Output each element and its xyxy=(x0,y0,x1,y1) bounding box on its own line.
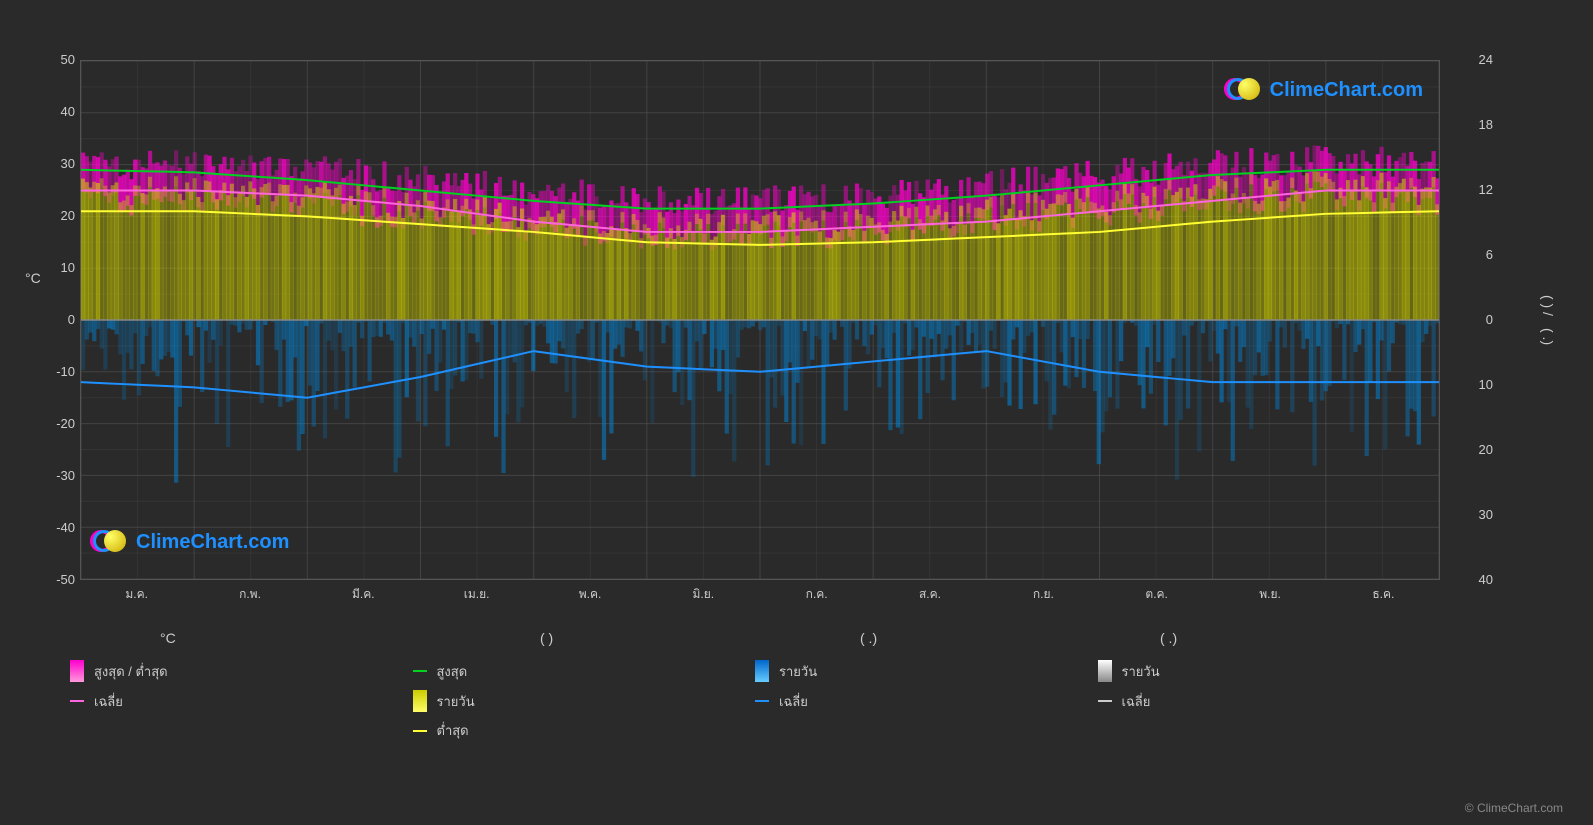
chart-plot-area xyxy=(80,60,1440,580)
legend-item xyxy=(70,720,413,741)
legend-header-3: ( .) xyxy=(1140,630,1440,646)
logo-icon xyxy=(90,530,130,554)
y-axis-right-label: ( ) / ( .) xyxy=(1538,60,1558,580)
legend-header-2: ( .) xyxy=(820,630,1140,646)
legend-item: สูงสุด / ต่ำสุด xyxy=(70,660,413,682)
watermark-top: ClimeChart.com xyxy=(1224,78,1423,102)
watermark-bottom: ClimeChart.com xyxy=(90,530,289,554)
x-axis: ม.ค.ก.พ.มี.ค.เม.ย.พ.ค.มิ.ย.ก.ค.ส.ค.ก.ย.ต… xyxy=(80,585,1440,605)
legend-item: เฉลี่ย xyxy=(1098,690,1441,712)
legend-item: เฉลี่ย xyxy=(70,690,413,712)
logo-icon xyxy=(1224,78,1264,102)
copyright: © ClimeChart.com xyxy=(1465,801,1563,815)
legend-item: รายวัน xyxy=(1098,660,1441,682)
legend-item: เฉลี่ย xyxy=(755,690,1098,712)
legend-header-1: ( ) xyxy=(440,630,820,646)
y-axis-right: 2418126010203040 xyxy=(1448,60,1493,580)
y-axis-left: 50403020100-10-20-30-40-50 xyxy=(30,60,75,580)
chart-svg xyxy=(80,60,1440,580)
legend-item: รายวัน xyxy=(413,690,756,712)
legend-header: °C ( ) ( .) ( .) xyxy=(80,630,1440,646)
legend-item: รายวัน xyxy=(755,660,1098,682)
legend-item: สูงสุด xyxy=(413,660,756,682)
legend-item: ต่ำสุด xyxy=(413,720,756,741)
legend-item xyxy=(1098,720,1441,741)
legend-body: สูงสุด / ต่ำสุดสูงสุดรายวันรายวันเฉลี่ยร… xyxy=(70,660,1440,749)
legend-item xyxy=(755,720,1098,741)
legend-header-0: °C xyxy=(80,630,440,646)
